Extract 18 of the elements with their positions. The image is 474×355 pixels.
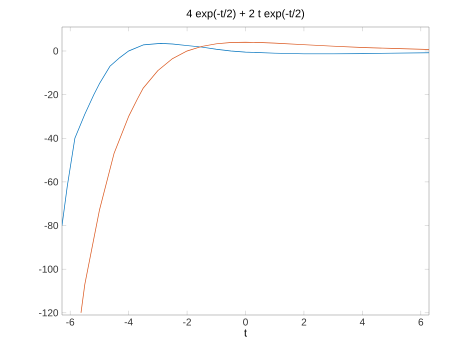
y-tick-label: -60 [44,178,58,186]
y-tick-label: -80 [44,222,58,230]
x-axis-title: t [244,329,247,337]
y-tick-label: 0 [53,47,58,55]
x-tick-label: -4 [124,318,133,326]
x-tick-label: 6 [418,318,424,326]
x-tick-label: 4 [360,318,365,326]
x-tick-label: 2 [302,318,306,326]
y-tick-label: -100 [38,266,58,273]
y-tick-label: -20 [44,91,58,98]
line-series [80,42,430,314]
x-tick-label: 0 [243,318,248,326]
x-tick-label: -6 [66,318,74,326]
chart-title: 4 exp(-t/2) + 2 t exp(-t/2) [186,9,304,20]
y-tick-label: -120 [38,309,58,316]
x-tick-label: -2 [183,318,191,326]
y-tick-label: -40 [44,134,58,142]
line-series [62,43,430,226]
